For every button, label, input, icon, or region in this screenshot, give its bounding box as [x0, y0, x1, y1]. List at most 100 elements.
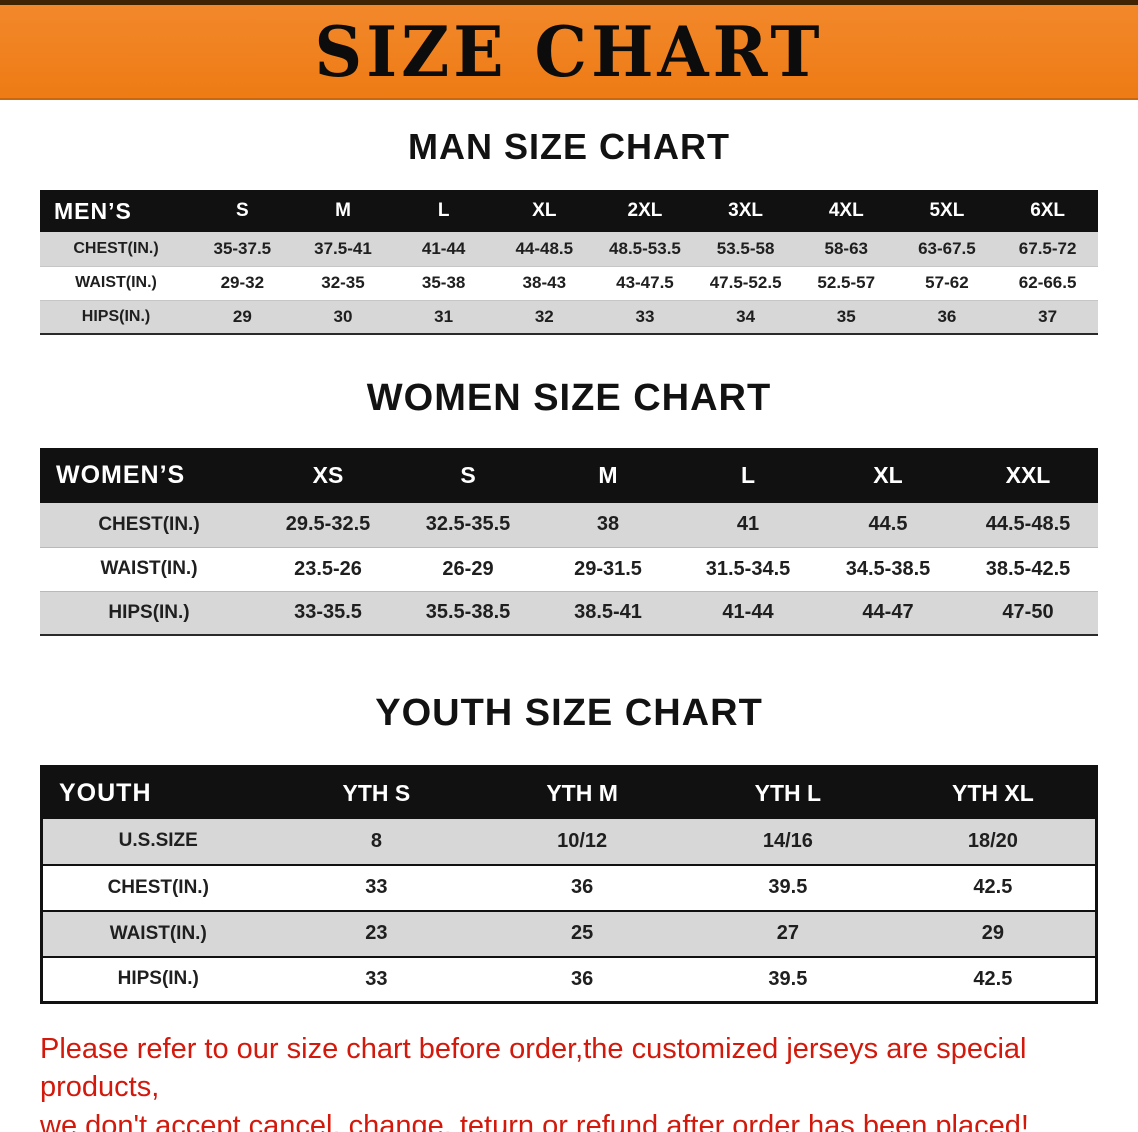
table-row: CHEST(IN.) 35-37.5 37.5-41 41-44 44-48.5 48.5…: [40, 232, 1098, 267]
cell: 30: [292, 300, 394, 335]
cell: 29-32: [192, 266, 293, 301]
cell: 39.5: [685, 956, 891, 1004]
table-row: CHEST(IN.) 33 36 39.5 42.5: [41, 864, 1097, 912]
row-label: CHEST(IN.): [40, 503, 258, 548]
row-label: HIPS(IN.): [41, 956, 274, 1004]
cell: 44.5: [818, 503, 958, 548]
cell: 44-48.5: [493, 232, 595, 267]
cell: 18/20: [890, 818, 1097, 866]
column-header: 6XL: [997, 190, 1098, 232]
header-row: YOUTH YTH S YTH M YTH L YTH XL: [41, 766, 1097, 819]
cell: 32: [493, 300, 595, 335]
cell: 42.5: [890, 864, 1097, 912]
table-row: U.S.SIZE 8 10/12 14/16 18/20: [41, 818, 1097, 866]
cell: 63-67.5: [896, 232, 998, 267]
cell: 44-47: [818, 591, 958, 636]
column-header: YTH L: [685, 766, 891, 819]
cell: 47-50: [958, 591, 1098, 636]
cell: 42.5: [890, 956, 1097, 1004]
row-label: WAIST(IN.): [40, 547, 258, 592]
column-header: M: [538, 448, 678, 503]
cell: 41-44: [393, 232, 494, 267]
cell: 57-62: [896, 266, 998, 301]
table-title-cell: WOMEN’S: [40, 448, 258, 503]
cell: 36: [479, 956, 685, 1004]
table-row: WAIST(IN.) 29-32 32-35 35-38 38-43 43-47.5 47.…: [40, 266, 1098, 301]
cell: 29: [192, 300, 293, 335]
cell: 23: [273, 910, 480, 958]
cell: 29: [890, 910, 1097, 958]
header-row: MEN’S S M L XL 2XL 3XL 4XL 5XL 6XL: [40, 190, 1098, 232]
column-header: L: [678, 448, 818, 503]
column-header: M: [292, 190, 394, 232]
cell: 35.5-38.5: [398, 591, 538, 636]
cell: 48.5-53.5: [594, 232, 696, 267]
column-header: S: [192, 190, 293, 232]
column-header: 3XL: [695, 190, 796, 232]
cell: 35-37.5: [192, 232, 293, 267]
cell: 31.5-34.5: [678, 547, 818, 592]
cell: 36: [479, 864, 685, 912]
youth-size-chart-heading: YOUTH SIZE CHART: [375, 692, 763, 734]
cell: 35: [795, 300, 897, 335]
cell: 29-31.5: [538, 547, 678, 592]
cell: 25: [479, 910, 685, 958]
cell: 29.5-32.5: [258, 503, 398, 548]
cell: 26-29: [398, 547, 538, 592]
column-header: YTH XL: [890, 766, 1097, 819]
row-label: WAIST(IN.): [41, 910, 274, 958]
cell: 34: [695, 300, 796, 335]
mens-size-table: MEN’S S M L XL 2XL 3XL 4XL 5XL 6XL CHEST(IN.) 35-37…: [40, 190, 1098, 335]
cell: 23.5-26: [258, 547, 398, 592]
cell: 32.5-35.5: [398, 503, 538, 548]
row-label: HIPS(IN.): [40, 300, 192, 335]
column-header: 2XL: [594, 190, 696, 232]
column-header: YTH M: [479, 766, 685, 819]
table-row: HIPS(IN.) 29 30 31 32 33 34 35 36 37: [40, 300, 1098, 335]
footer-note-line: Please refer to our size chart before or…: [40, 1033, 1027, 1104]
cell: 33: [273, 956, 480, 1004]
cell: 36: [896, 300, 998, 335]
cell: 53.5-58: [695, 232, 796, 267]
cell: 52.5-57: [795, 266, 897, 301]
cell: 38-43: [493, 266, 595, 301]
cell: 34.5-38.5: [818, 547, 958, 592]
youth-size-table: YOUTH YTH S YTH M YTH L YTH XL U.S.SIZE 8 10/12…: [40, 765, 1098, 1004]
women-size-chart-heading: WOMEN SIZE CHART: [366, 377, 772, 419]
cell: 41: [678, 503, 818, 548]
column-header: XXL: [958, 448, 1098, 503]
cell: 39.5: [685, 864, 891, 912]
table-row: HIPS(IN.) 33 36 39.5 42.5: [41, 956, 1097, 1004]
womens-size-table: WOMEN’S XS S M L XL XXL CHEST(IN.) 29.5-32.5 32.5…: [40, 448, 1098, 636]
column-header: XS: [258, 448, 398, 503]
table-title-cell: YOUTH: [41, 766, 274, 819]
header-row: WOMEN’S XS S M L XL XXL: [40, 448, 1098, 503]
table-row: HIPS(IN.) 33-35.5 35.5-38.5 38.5-41 41-44 44-…: [40, 591, 1098, 636]
cell: 43-47.5: [594, 266, 696, 301]
cell: 33-35.5: [258, 591, 398, 636]
cell: 14/16: [685, 818, 891, 866]
footer-note: Please refer to our size chart before or…: [40, 1030, 1100, 1132]
cell: 10/12: [479, 818, 685, 866]
column-header: 5XL: [896, 190, 998, 232]
row-label: CHEST(IN.): [41, 864, 274, 912]
cell: 38.5-41: [538, 591, 678, 636]
column-header: 4XL: [795, 190, 897, 232]
column-header: L: [393, 190, 494, 232]
cell: 62-66.5: [997, 266, 1098, 301]
cell: 67.5-72: [997, 232, 1098, 267]
table-title-cell: MEN’S: [40, 190, 192, 232]
column-header: YTH S: [273, 766, 480, 819]
cell: 8: [273, 818, 480, 866]
column-header: S: [398, 448, 538, 503]
row-label: U.S.SIZE: [41, 818, 274, 866]
cell: 38.5-42.5: [958, 547, 1098, 592]
man-size-chart-heading: MAN SIZE CHART: [408, 126, 730, 167]
row-label: HIPS(IN.): [40, 591, 258, 636]
cell: 44.5-48.5: [958, 503, 1098, 548]
cell: 37: [997, 300, 1098, 335]
cell: 58-63: [795, 232, 897, 267]
cell: 37.5-41: [292, 232, 394, 267]
page-title: SIZE CHART: [314, 10, 824, 93]
